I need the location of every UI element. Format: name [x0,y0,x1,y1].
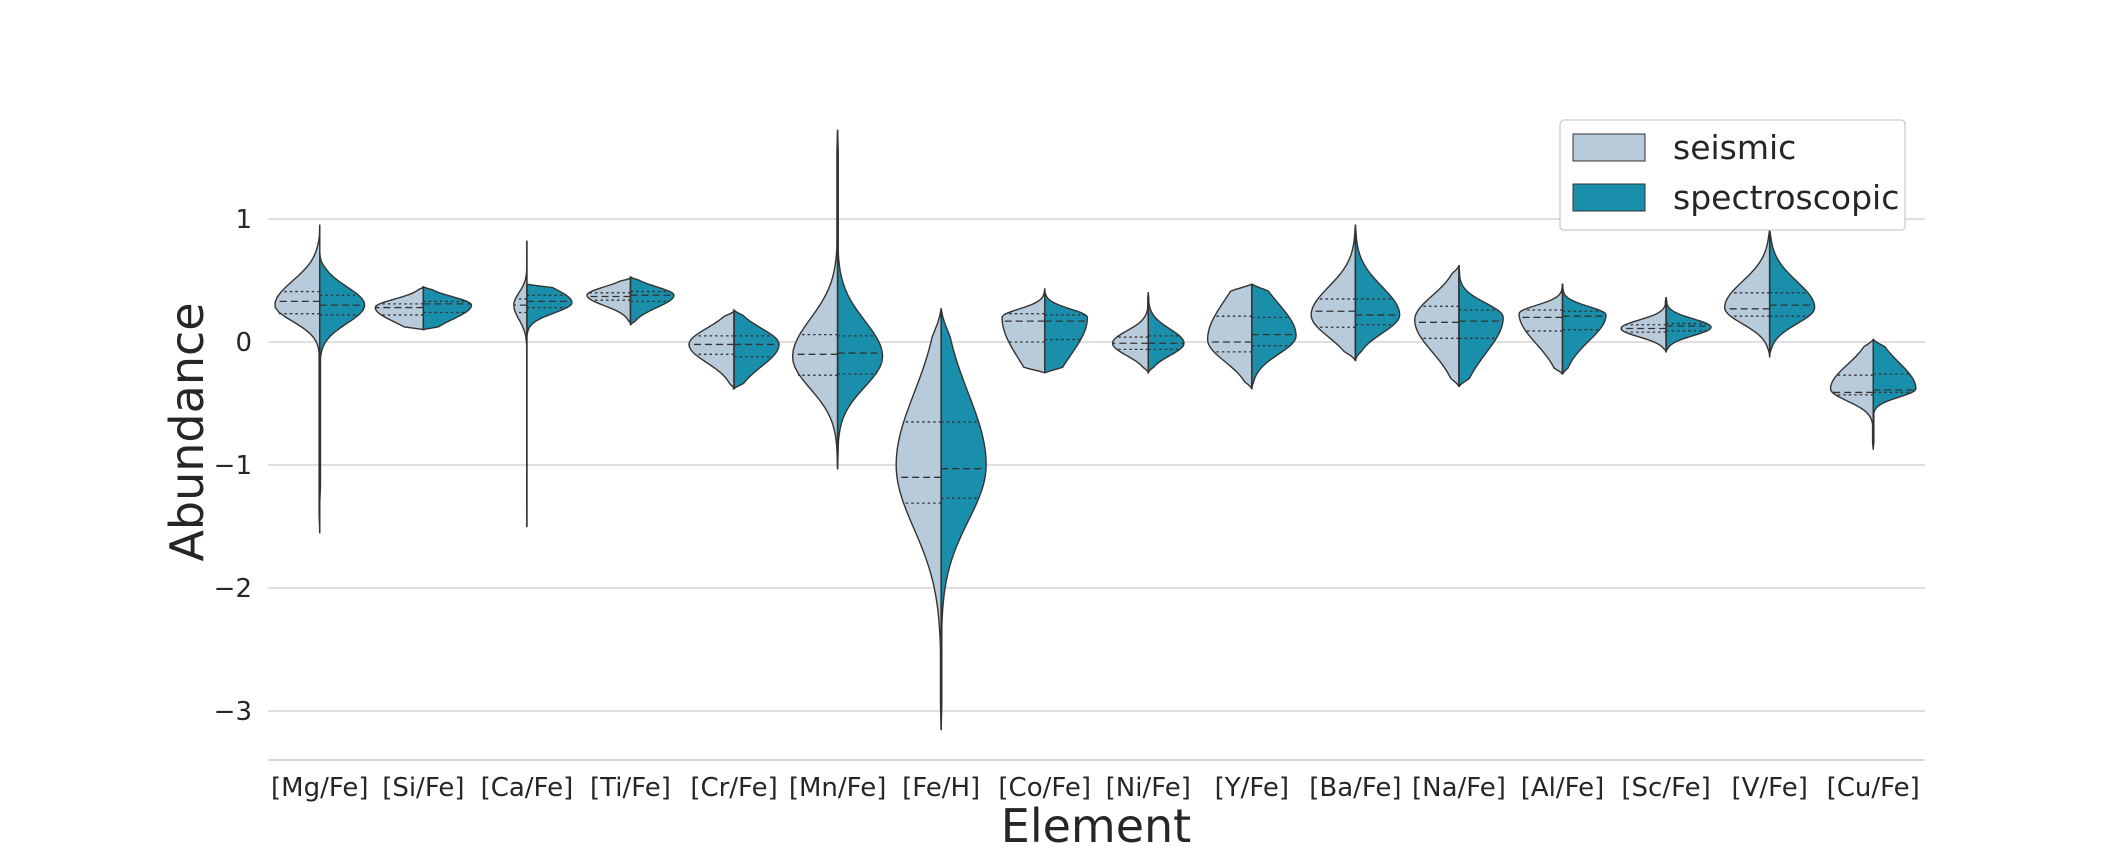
violin-half-seismic [1206,283,1253,391]
x-tick-label: [Ti/Fe] [590,773,671,803]
violin-half-seismic [895,308,943,731]
violin-half-seismic [1111,292,1149,374]
violin-half-seismic [586,277,632,325]
x-tick-label: [Sc/Fe] [1621,773,1710,803]
x-tick-label: [Ni/Fe] [1106,773,1191,803]
violin-half-spectroscopic [1044,289,1089,374]
violin-half-spectroscopic [836,129,884,470]
x-tick-label: [V/Fe] [1731,773,1807,803]
violin-seismic-7 [1001,289,1046,374]
violin-half-seismic [1414,263,1460,389]
violin-seismic-11 [1414,263,1460,389]
violin-half-spectroscopic [731,309,780,390]
x-tick-label: [Mn/Fe] [789,773,887,803]
legend-label-spectroscopic: spectroscopic [1673,178,1899,217]
violin-seismic-4 [688,310,735,390]
y-axis-title: Abundance [160,302,214,561]
violin-half-seismic [1518,284,1564,376]
y-tick-label: −2 [214,574,252,604]
violin-spectroscopic-5 [836,129,884,470]
violin-spectroscopic-2 [526,283,573,337]
legend-swatch-seismic [1572,133,1646,162]
violin-half-spectroscopic [1561,284,1607,377]
violin-half-seismic [688,310,735,390]
y-tick-label: 1 [235,205,252,235]
violin-spectroscopic-4 [731,309,780,390]
violin-half-seismic [1310,225,1357,363]
x-tick-label: [Na/Fe] [1412,773,1506,803]
x-tick-label: [Fe/H] [902,773,980,803]
y-tick-labels: 1 0 −1 −2 −3 [214,205,252,727]
violin-layer [274,129,1917,731]
violin-spectroscopic-15 [1872,338,1917,450]
violin-half-spectroscopic [629,276,675,326]
violin-seismic-8 [1111,292,1149,374]
x-tick-labels: [Mg/Fe] [Si/Fe] [Ca/Fe] [Ti/Fe] [Cr/Fe] [Mn/F… [271,773,1920,803]
violin-seismic-15 [1829,337,1874,450]
x-tick-label: [Mg/Fe] [271,773,369,803]
violin-half-spectroscopic [1665,297,1712,353]
violin-half-spectroscopic [1872,338,1917,450]
legend-label-seismic: seismic [1673,128,1796,167]
x-tick-label: [Co/Fe] [998,773,1091,803]
x-tick-label: [Si/Fe] [382,773,464,803]
violin-seismic-12 [1518,284,1564,376]
violin-spectroscopic-11 [1458,265,1504,388]
violin-spectroscopic-12 [1561,284,1607,377]
y-tick-label: 0 [235,328,252,358]
y-tick-label: −1 [214,451,252,481]
violin-seismic-13 [1620,297,1667,353]
violin-half-spectroscopic [1354,225,1401,361]
violin-half-spectroscopic [1458,265,1504,388]
violin-spectroscopic-9 [1251,283,1297,389]
violin-spectroscopic-8 [1147,292,1185,374]
violin-spectroscopic-3 [629,276,675,326]
violin-spectroscopic-14 [1768,227,1816,357]
violin-seismic-14 [1723,227,1771,357]
y-tick-label: −3 [214,697,252,727]
x-tick-label: [Cr/Fe] [690,773,777,803]
violin-half-spectroscopic [940,308,987,731]
violin-seismic-2 [513,240,528,528]
violin-seismic-6 [895,308,943,731]
x-axis-title: Element [1001,799,1191,850]
legend-swatch-spectroscopic [1572,183,1646,212]
x-tick-label: [Cu/Fe] [1827,773,1920,803]
violin-seismic-0 [274,224,321,534]
violin-seismic-5 [791,129,839,470]
violin-half-spectroscopic [1147,292,1185,374]
grid-layer [268,218,1925,712]
violin-spectroscopic-10 [1354,225,1401,361]
violin-seismic-9 [1206,283,1253,391]
violin-seismic-10 [1310,225,1357,363]
violin-spectroscopic-1 [422,285,473,331]
violin-half-seismic [513,240,528,528]
violin-half-spectroscopic [422,285,473,331]
violin-spectroscopic-6 [940,308,987,731]
x-tick-label: [Al/Fe] [1521,773,1605,803]
violin-half-seismic [1001,289,1046,374]
violin-half-spectroscopic [526,283,573,337]
legend: seismic spectroscopic [1559,119,1906,231]
violin-half-seismic [791,129,839,470]
violin-spectroscopic-13 [1665,297,1712,353]
violin-seismic-3 [586,277,632,325]
violin-half-seismic [274,224,321,534]
x-tick-label: [Ca/Fe] [481,773,574,803]
x-tick-label: [Ba/Fe] [1309,773,1401,803]
violin-half-spectroscopic [1251,283,1297,389]
violin-seismic-1 [374,285,425,331]
violin-spectroscopic-7 [1044,289,1089,374]
legend-frame [1559,119,1906,231]
x-tick-label: [Y/Fe] [1215,773,1289,803]
